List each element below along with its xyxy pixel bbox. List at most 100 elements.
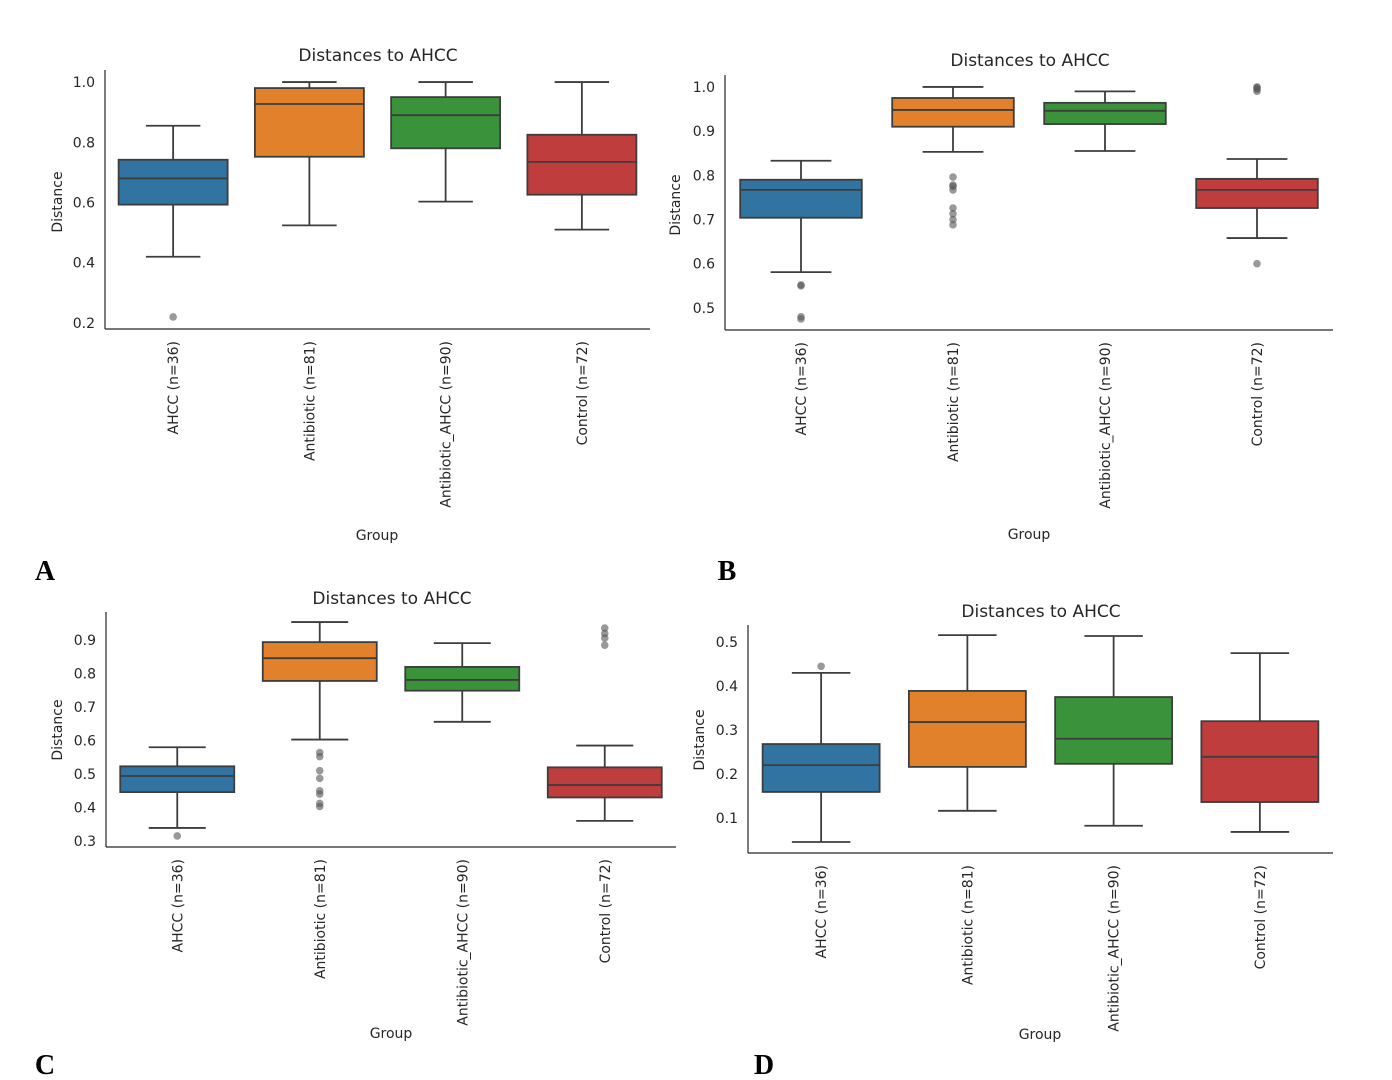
panel-A: 0.2 0.4 0.6 0.8 1.0 AHCC (n=36) Antibiotic (n=… xyxy=(35,46,650,587)
panel-D: 0.1 0.2 0.3 0.4 0.5 AHCC (n=36) Antibiotic (n=… xyxy=(692,602,1333,1080)
outlier-point xyxy=(600,641,609,649)
y-tick-label: 0.9 xyxy=(693,124,715,140)
box-ahcc xyxy=(739,159,863,323)
box-antibiotic xyxy=(907,634,1027,812)
box-antibiotic-ahcc xyxy=(1043,90,1167,152)
x-axis-label: Group xyxy=(1019,1027,1062,1043)
y-tick-label: 0.4 xyxy=(74,800,96,816)
outlier-point xyxy=(315,766,324,775)
y-tick-label: 0.7 xyxy=(74,700,96,716)
iqr-box xyxy=(739,178,863,219)
panel-letter: B xyxy=(718,556,737,587)
outlier-point xyxy=(949,204,957,212)
box-ahcc xyxy=(761,662,881,843)
box-antibiotic-ahcc xyxy=(404,642,521,723)
box-control xyxy=(1195,83,1319,268)
chart-title: Distances to AHCC xyxy=(950,51,1109,71)
iqr-box xyxy=(119,765,236,793)
outlier-point xyxy=(949,221,957,229)
x-axis-label: Group xyxy=(1008,527,1051,543)
y-tick-label: 1.0 xyxy=(73,75,95,91)
y-tick-label: 0.5 xyxy=(693,301,715,317)
outlier-point xyxy=(797,282,805,290)
x-axis-label: Group xyxy=(370,1026,413,1042)
x-tick-label: Antibiotic_AHCC (n=90) xyxy=(439,341,455,508)
iqr-box xyxy=(891,97,1015,128)
outlier-point xyxy=(817,662,825,671)
y-tick-label: 0.6 xyxy=(693,257,715,273)
y-axis-label: Distance xyxy=(668,174,684,235)
iqr-box xyxy=(526,133,638,196)
y-tick-label: 0.8 xyxy=(693,168,715,184)
panel-B: 0.5 0.6 0.7 0.8 0.9 1.0 AHCC (n=36) Antibiotic … xyxy=(668,51,1333,587)
iqr-box xyxy=(253,87,365,158)
y-tick-label: 0.2 xyxy=(716,767,738,783)
panel-C: 0.3 0.4 0.5 0.6 0.7 0.8 0.9 AHCC (n=36) Antibiot… xyxy=(35,589,676,1080)
outlier-point xyxy=(949,186,957,194)
iqr-box xyxy=(261,641,378,682)
x-tick-label: Antibiotic_AHCC (n=90) xyxy=(455,859,471,1026)
y-tick-label: 0.2 xyxy=(73,316,95,332)
x-tick-label: AHCC (n=36) xyxy=(814,865,830,958)
outlier-point xyxy=(315,752,324,761)
y-tick-label: 0.4 xyxy=(716,679,738,695)
box-control xyxy=(526,81,638,231)
outlier-point xyxy=(797,315,805,323)
outlier-point xyxy=(600,634,609,642)
panel-letter: A xyxy=(35,556,56,587)
outlier-point xyxy=(173,832,182,840)
y-tick-label: 0.1 xyxy=(716,811,738,827)
iqr-box xyxy=(1043,101,1167,125)
x-tick-label: Antibiotic (n=81) xyxy=(960,865,976,985)
y-axis-label: Distance xyxy=(50,171,66,232)
outlier-point xyxy=(600,624,609,632)
x-tick-label: AHCC (n=36) xyxy=(166,341,182,434)
iqr-box xyxy=(390,96,502,150)
outlier-point xyxy=(949,215,957,224)
outlier-point xyxy=(949,209,957,218)
box-antibiotic-ahcc xyxy=(1054,635,1174,827)
y-tick-label: 0.7 xyxy=(693,213,715,229)
outlier-point xyxy=(315,774,324,783)
box-antibiotic-ahcc xyxy=(390,81,502,203)
outlier-point xyxy=(169,313,177,321)
chart-title: Distances to AHCC xyxy=(298,46,457,66)
chart-title: Distances to AHCC xyxy=(961,602,1120,622)
x-tick-label: Control (n=72) xyxy=(1250,342,1266,446)
box-antibiotic xyxy=(891,86,1015,229)
iqr-box xyxy=(546,766,663,799)
y-axis-label: Distance xyxy=(50,699,66,760)
chart-title: Distances to AHCC xyxy=(312,589,471,609)
y-tick-label: 0.6 xyxy=(74,734,96,750)
y-tick-label: 0.4 xyxy=(73,256,95,272)
iqr-box xyxy=(761,743,881,793)
box-ahcc xyxy=(119,746,236,840)
x-tick-label: Antibiotic_AHCC (n=90) xyxy=(1098,342,1114,509)
y-tick-label: 0.9 xyxy=(74,633,96,649)
outlier-point xyxy=(315,790,324,798)
outlier-point xyxy=(1253,87,1261,96)
iqr-box xyxy=(1195,177,1319,209)
box-antibiotic xyxy=(261,621,378,811)
outlier-point xyxy=(949,173,957,181)
x-tick-label: AHCC (n=36) xyxy=(794,342,810,435)
y-tick-label: 0.3 xyxy=(716,723,738,739)
box-control xyxy=(546,624,663,822)
x-tick-label: Control (n=72) xyxy=(575,341,591,445)
x-tick-label: AHCC (n=36) xyxy=(170,859,186,952)
box-ahcc xyxy=(117,124,229,321)
x-tick-label: Antibiotic (n=81) xyxy=(946,342,962,462)
iqr-box xyxy=(1054,696,1174,765)
box-antibiotic xyxy=(253,81,365,227)
panel-letter: C xyxy=(35,1050,55,1080)
panel-letter: D xyxy=(754,1050,774,1080)
iqr-box xyxy=(117,158,229,206)
y-tick-label: 0.3 xyxy=(74,834,96,850)
y-tick-label: 0.6 xyxy=(73,196,95,212)
outlier-point xyxy=(1253,259,1261,268)
y-tick-label: 0.5 xyxy=(716,635,738,651)
y-tick-label: 1.0 xyxy=(693,80,715,96)
x-tick-label: Control (n=72) xyxy=(598,859,614,963)
x-tick-label: Control (n=72) xyxy=(1253,865,1269,969)
